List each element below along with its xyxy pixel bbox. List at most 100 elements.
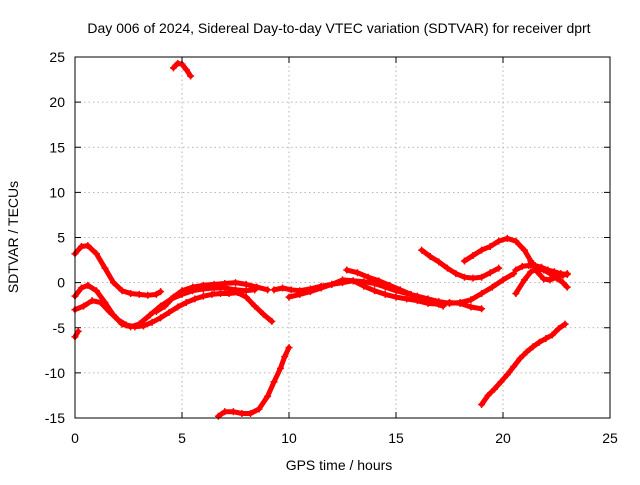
x-tick-label: 20 — [495, 430, 511, 446]
data-point — [490, 385, 498, 393]
data-point — [407, 290, 415, 298]
data-point — [497, 378, 505, 386]
data-point — [503, 234, 511, 242]
data-point — [169, 293, 177, 301]
data-point — [478, 305, 486, 313]
y-tick-label: -15 — [45, 410, 65, 426]
data-point — [74, 327, 82, 335]
data-point — [242, 280, 250, 288]
series-track-n — [512, 261, 571, 279]
data-point — [229, 408, 237, 416]
x-axis-title: GPS time / hours — [286, 457, 393, 473]
data-point — [542, 335, 550, 343]
data-point — [127, 289, 135, 297]
data-point — [478, 289, 486, 297]
data-point — [426, 252, 434, 260]
data-point — [169, 64, 177, 72]
data-point — [495, 237, 503, 245]
series-track-i — [285, 276, 486, 313]
data-point — [259, 310, 267, 318]
data-point — [110, 279, 118, 287]
y-tick-label: 20 — [49, 94, 65, 110]
data-point — [460, 257, 468, 265]
data-point — [210, 280, 218, 288]
data-point — [386, 281, 394, 289]
data-point — [561, 320, 569, 328]
data-point — [349, 277, 357, 285]
data-point — [84, 281, 92, 289]
y-axis-title: SDTVAR / TECUs — [5, 181, 21, 293]
data-point — [199, 281, 207, 289]
plot-area — [71, 59, 571, 420]
chart-title: Day 006 of 2024, Sidereal Day-to-day VTE… — [87, 20, 590, 36]
data-point — [285, 344, 293, 352]
y-tick-label: 25 — [49, 49, 65, 65]
data-point — [364, 273, 372, 281]
data-point — [225, 289, 233, 297]
data-point — [512, 237, 520, 245]
data-point — [512, 289, 520, 297]
data-point — [264, 286, 272, 294]
data-point — [371, 287, 379, 295]
data-point — [246, 409, 254, 417]
data-point — [439, 302, 447, 310]
x-tick-label: 0 — [71, 430, 79, 446]
x-tick-label: 25 — [602, 430, 618, 446]
data-point — [553, 274, 560, 282]
data-point — [527, 268, 535, 276]
data-point — [559, 279, 567, 287]
data-point — [182, 66, 190, 74]
data-point — [217, 289, 225, 297]
data-point — [456, 299, 464, 307]
data-point — [516, 354, 524, 362]
data-point — [392, 293, 400, 301]
data-point — [339, 276, 346, 284]
data-point — [77, 243, 85, 251]
data-point — [467, 296, 475, 304]
data-point — [460, 273, 468, 281]
data-point — [306, 288, 314, 296]
data-point — [157, 314, 165, 322]
data-point — [418, 246, 426, 254]
data-point — [488, 283, 496, 291]
x-tick-label: 5 — [178, 430, 186, 446]
data-point — [276, 364, 284, 372]
data-point — [189, 283, 197, 291]
data-point — [118, 287, 126, 295]
data-point — [152, 290, 160, 298]
data-point — [484, 391, 492, 399]
data-point — [174, 59, 182, 67]
data-point — [403, 295, 411, 303]
series-track-j — [343, 266, 447, 310]
y-tick-label: -10 — [45, 365, 65, 381]
series-track-k — [418, 246, 503, 282]
data-point — [281, 353, 289, 361]
series-track-c — [71, 289, 276, 331]
data-point — [234, 289, 242, 297]
tick-marks — [74, 56, 611, 419]
data-point — [520, 276, 528, 284]
data-point — [182, 298, 190, 306]
data-point — [512, 266, 520, 274]
data-point — [221, 408, 229, 416]
data-point — [214, 412, 222, 420]
data-point — [238, 409, 246, 417]
y-tick-label: 10 — [49, 184, 65, 200]
data-point — [520, 246, 528, 254]
data-point — [525, 261, 533, 269]
data-point — [360, 282, 368, 290]
series-trace — [72, 290, 275, 330]
data-point — [279, 284, 287, 292]
x-tick-label: 10 — [281, 430, 297, 446]
data-point — [221, 280, 229, 288]
data-point — [97, 298, 105, 306]
data-point — [84, 242, 92, 250]
data-point — [375, 277, 383, 285]
series-trace — [419, 247, 502, 281]
tick-labels: 0 5 10 15 20 25 -15 -10 -5 0 5 10 15 20 25 — [45, 49, 618, 446]
data-point — [535, 338, 543, 346]
data-point — [478, 273, 486, 281]
data-point — [550, 268, 558, 276]
